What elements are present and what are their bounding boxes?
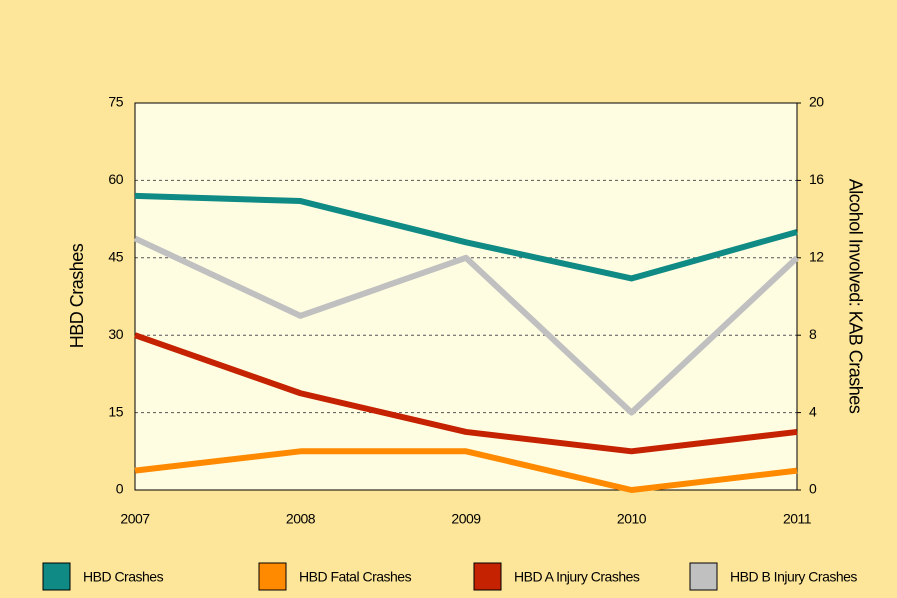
y-tick-label: 75 xyxy=(108,94,123,110)
y-tick-label: 45 xyxy=(108,249,123,265)
legend-label: HBD Fatal Crashes xyxy=(299,569,412,585)
legend-label: HBD B Injury Crashes xyxy=(730,569,857,585)
series-line xyxy=(134,332,798,455)
y2-tick-label: 16 xyxy=(809,171,824,187)
legend-swatch xyxy=(258,562,287,591)
x-tick-label: 2009 xyxy=(451,511,481,527)
y-tick-label: 15 xyxy=(108,403,123,419)
y-tick-label: 60 xyxy=(108,171,123,187)
y2-tick-label: 12 xyxy=(809,249,824,265)
y2-tick-label: 20 xyxy=(809,94,824,110)
series-line xyxy=(133,235,800,416)
plot-border xyxy=(134,102,798,491)
y-tick-label: 0 xyxy=(116,481,124,497)
x-tick-label: 2008 xyxy=(286,511,316,527)
series-line xyxy=(134,448,798,493)
x-tick-label: 2011 xyxy=(783,511,812,527)
y2-axis-title: Alcohol Involved: KAB Crashes xyxy=(845,179,865,414)
x-tick-label: 2007 xyxy=(120,511,150,527)
y2-tick-label: 0 xyxy=(809,481,817,497)
x-tick-label: 2010 xyxy=(617,511,647,527)
legend-label: HBD Crashes xyxy=(83,569,164,585)
legend-swatch xyxy=(689,562,718,591)
series-line xyxy=(134,192,798,282)
y-axis-title: HBD Crashes xyxy=(67,243,87,348)
legend-label: HBD A Injury Crashes xyxy=(514,569,640,585)
y2-tick-label: 4 xyxy=(809,403,817,419)
plot-area xyxy=(135,103,797,490)
y2-tick-label: 8 xyxy=(809,326,817,342)
legend-swatch xyxy=(473,562,502,591)
y-tick-label: 30 xyxy=(108,326,123,342)
legend-swatch xyxy=(42,562,71,591)
